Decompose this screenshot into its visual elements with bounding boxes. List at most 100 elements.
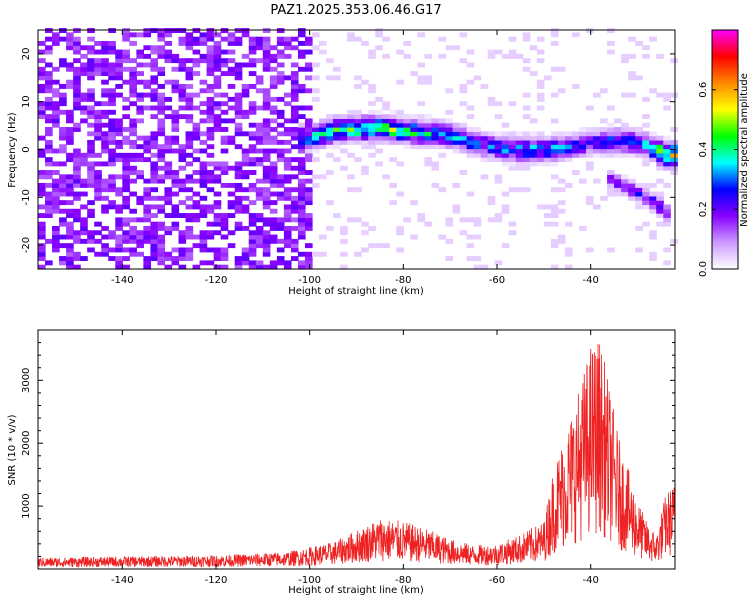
spectrogram-cell <box>38 88 46 94</box>
spectrogram-cell <box>108 148 116 154</box>
spectrogram-cell <box>73 84 81 89</box>
spectrogram-cell <box>66 251 74 257</box>
spectrogram-cell <box>297 144 306 150</box>
spectrogram-cell <box>262 127 271 132</box>
spectrogram-cell <box>312 62 320 68</box>
spectrogram-cell <box>87 234 95 240</box>
spectrogram-cell <box>38 75 46 81</box>
spectrogram-cell <box>276 260 285 266</box>
spectrogram-cell <box>290 157 299 163</box>
spectrogram-cell <box>171 79 180 85</box>
spectrogram-cell <box>199 182 208 188</box>
spectrogram-cell <box>157 84 166 89</box>
spectrogram-cell <box>129 122 137 128</box>
spectrogram-cell <box>213 122 222 128</box>
spectrogram-cell <box>136 152 144 158</box>
spectrogram-cell <box>269 105 278 111</box>
spectrogram-cell <box>312 88 320 94</box>
spectrogram-cell <box>382 135 390 141</box>
spectrogram-cell <box>635 139 643 145</box>
spectrogram-cell <box>304 187 313 193</box>
spectrogram-cell <box>185 174 194 180</box>
spectrogram-cell <box>178 114 187 120</box>
spectrogram-cell <box>621 152 629 158</box>
spectrogram-cell <box>199 260 208 266</box>
spectrogram-cell <box>171 135 180 141</box>
spectrogram-cell <box>368 243 376 249</box>
spectrogram-cell <box>354 157 362 163</box>
spectrogram-cell <box>66 40 74 46</box>
spectrogram-cell <box>227 36 236 42</box>
spectrogram-cell <box>614 139 622 145</box>
spectrogram-cell <box>297 49 306 55</box>
spectrogram-cell <box>192 36 201 42</box>
spectrogram-cell <box>234 75 243 81</box>
spectrogram-cell <box>66 118 74 124</box>
spectrogram-cell <box>586 148 594 154</box>
spectrogram-cell <box>522 92 531 98</box>
spectrogram-cell <box>66 256 74 261</box>
spectrogram-cell <box>101 148 109 154</box>
spectrogram-cell <box>101 58 109 64</box>
spectrogram-cell <box>564 221 573 227</box>
spectrogram-cell <box>220 139 229 145</box>
spectrogram-cell <box>656 221 664 227</box>
spectrogram-cell <box>522 66 531 72</box>
spectrogram-cell <box>157 49 166 55</box>
spectrogram-cell <box>354 139 362 145</box>
spectrogram-cell <box>607 174 615 180</box>
spectrogram-cell <box>213 75 222 81</box>
spectrogram-cell <box>143 28 152 33</box>
spectrogram-cell <box>663 139 671 145</box>
spectrogram-cell <box>45 96 53 102</box>
spectrogram-cell <box>122 105 130 111</box>
spectrogram-cell <box>642 161 650 167</box>
spectrogram-cell <box>255 58 264 64</box>
spectrogram-cell <box>171 247 180 253</box>
spectrogram-cell <box>445 217 454 223</box>
spectrogram-cell <box>66 131 74 137</box>
spectrogram-cell <box>108 182 116 188</box>
spectrogram-cell <box>227 71 236 77</box>
spectrogram-cell <box>164 53 173 59</box>
spectrogram-cell <box>459 131 468 137</box>
spectrogram-cell <box>382 139 390 145</box>
spectrogram-cell <box>361 139 369 145</box>
spectrogram-cell <box>157 165 166 171</box>
spectrogram-cell <box>304 178 313 184</box>
spectrogram-cell <box>87 75 95 81</box>
spectrogram-cell <box>466 79 475 85</box>
spectrogram-cell <box>255 195 264 201</box>
spectrogram-cell <box>220 234 229 240</box>
spectrogram-cell <box>178 256 187 261</box>
spectrogram-cell <box>649 139 657 145</box>
spectrogram-cell <box>66 66 74 72</box>
spectrogram-cell <box>66 225 74 231</box>
spectrogram-cell <box>607 28 615 33</box>
spectrogram-cell <box>143 144 152 150</box>
spectrogram-cell <box>312 135 320 141</box>
spectrogram-cell <box>241 62 250 68</box>
spectrogram-cell <box>220 170 229 175</box>
spectrogram-cell <box>586 200 594 206</box>
spectrogram-cell <box>136 32 144 38</box>
spectrogram-cell <box>66 152 74 158</box>
spectrogram-cell <box>642 200 650 206</box>
spectrogram-cell <box>536 49 545 55</box>
spectrogram-cell <box>319 174 327 180</box>
spectrogram-cell <box>129 32 137 38</box>
spectrogram-cell <box>550 187 559 193</box>
spectrogram-cell <box>473 75 482 81</box>
spectrogram-cell <box>206 88 215 94</box>
spectrogram-cell <box>445 45 454 51</box>
spectrogram-cell <box>87 131 95 137</box>
spectrogram-cell <box>304 135 313 141</box>
spectrogram-cell <box>550 148 559 154</box>
spectrogram-cell <box>340 225 348 231</box>
spectrogram-cell <box>115 225 123 231</box>
spectrogram-cell <box>234 127 243 132</box>
spectrogram-cell <box>269 217 278 223</box>
spectrogram-cell <box>213 161 222 167</box>
spectrogram-cell <box>304 139 313 145</box>
spectrogram-cell <box>171 127 180 132</box>
